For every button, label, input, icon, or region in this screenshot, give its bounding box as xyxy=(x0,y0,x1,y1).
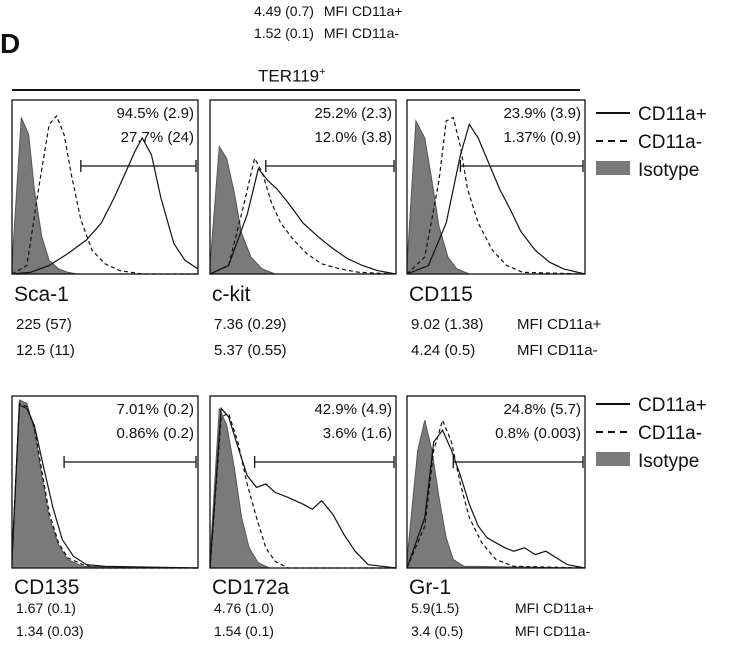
mfi-pos-4: 1.67 (0.1) xyxy=(16,600,76,616)
legend-label-1-bottom: CD11a- xyxy=(638,423,702,444)
series-cd11a-negpos-2 xyxy=(209,167,397,275)
mfi-neg-2: 5.37 (0.55) xyxy=(214,342,287,359)
series-cd11a-negpos-6 xyxy=(406,429,586,569)
mfi-pos-3: 9.02 (1.38) xyxy=(411,316,484,333)
series-cd11a-negpos-4 xyxy=(11,404,199,569)
gate-pct-pos-5: 42.9% (4.9) xyxy=(314,401,392,418)
marker-label-5: CD172a xyxy=(212,576,289,599)
gate-pct-neg-5: 3.6% (1.6) xyxy=(323,425,392,442)
series-cd11a-negpos-3 xyxy=(406,122,586,275)
legend-label-2-top: Isotype xyxy=(638,160,699,181)
gate-pct-pos-4: 7.01% (0.2) xyxy=(116,401,194,418)
top-mfi-1-value: 4.49 (0.7) xyxy=(254,3,314,19)
series-cd11a-neg-5 xyxy=(209,412,396,569)
marker-label-2: c-kit xyxy=(212,283,251,306)
gate-pct-pos-2: 25.2% (2.3) xyxy=(314,105,392,122)
top-mfi-2: 1.52 (0.1) MFI CD11a- xyxy=(254,24,399,42)
gate-pct-neg-2: 12.0% (3.8) xyxy=(314,129,392,146)
histogram-panel-4 xyxy=(11,395,199,569)
group-title-sup: + xyxy=(319,66,326,78)
gate-pct-pos-6: 24.8% (5.7) xyxy=(503,401,581,418)
marker-label-3: CD115 xyxy=(409,283,473,306)
panel-label: D xyxy=(0,28,21,59)
marker-label-1: Sca-1 xyxy=(14,283,69,306)
panel-frame-6 xyxy=(406,395,586,569)
legend-bottom: CD11a+ CD11a- Isotype xyxy=(596,395,707,472)
mfi-label-neg-3: MFI CD11a- xyxy=(517,342,598,359)
legend-label-2-bottom: Isotype xyxy=(638,451,699,472)
panel-frame-3 xyxy=(406,99,586,275)
histogram-panel-1 xyxy=(11,99,199,275)
gate-pct-pos-3: 23.9% (3.9) xyxy=(503,105,581,122)
group-title: TER119+ xyxy=(258,66,326,87)
panel-frame-1 xyxy=(11,99,199,275)
top-mfi-1: 4.49 (0.7) MFI CD11a+ xyxy=(254,2,403,20)
mfi-label-pos-6: MFI CD11a+ xyxy=(515,600,594,616)
mfi-pos-2: 7.36 (0.29) xyxy=(214,316,287,333)
mfi-neg-6: 3.4 (0.5) xyxy=(411,623,463,639)
top-mfi-2-label: MFI CD11a- xyxy=(323,25,400,41)
series-cd11a-neg-6 xyxy=(406,418,586,569)
panel-frame-4 xyxy=(11,395,199,569)
gate-pct-neg-6: 0.8% (0.003) xyxy=(495,425,581,442)
mfi-neg-3: 4.24 (0.5) xyxy=(411,342,475,359)
gate-pct-neg-1: 27.7% (24) xyxy=(121,129,194,146)
legend-swatch-isotype-bottom xyxy=(596,452,630,466)
gate-pct-neg-3: 1.37% (0.9) xyxy=(503,129,581,146)
legend-swatch-isotype-top xyxy=(596,161,630,175)
group-title-main: TER119 xyxy=(258,66,320,86)
legend-label-1-top: CD11a- xyxy=(638,132,702,153)
histogram-panel-3 xyxy=(406,99,586,275)
marker-label-4: CD135 xyxy=(14,576,79,599)
gate-pct-pos-1: 94.5% (2.9) xyxy=(116,105,194,122)
panel-frame-2 xyxy=(209,99,397,275)
group-title-underline xyxy=(12,89,580,91)
series-cd11a-neg-4 xyxy=(11,402,198,569)
mfi-pos-1: 225 (57) xyxy=(16,316,72,333)
gate-pct-neg-4: 0.86% (0.2) xyxy=(116,425,194,442)
top-mfi-1-label: MFI CD11a+ xyxy=(323,3,403,19)
mfi-neg-4: 1.34 (0.03) xyxy=(16,623,84,639)
mfi-pos-5: 4.76 (1.0) xyxy=(214,600,274,616)
panel-frame-5 xyxy=(209,395,397,569)
mfi-neg-1: 12.5 (11) xyxy=(16,342,75,359)
series-cd11a-negpos-5 xyxy=(209,406,397,569)
mfi-label-neg-6: MFI CD11a- xyxy=(515,623,591,639)
mfi-neg-5: 1.54 (0.1) xyxy=(214,623,274,639)
series-cd11a-negpos-1 xyxy=(11,136,199,275)
legend-label-0-top: CD11a+ xyxy=(638,104,707,125)
mfi-label-pos-3: MFI CD11a+ xyxy=(517,316,602,333)
legend-top: CD11a+ CD11a- Isotype xyxy=(596,104,707,181)
marker-label-6: Gr-1 xyxy=(409,576,451,599)
histogram-panel-6 xyxy=(406,395,586,569)
mfi-pos-6: 5.9(1.5) xyxy=(411,600,459,616)
legend-label-0-bottom: CD11a+ xyxy=(638,395,707,416)
top-mfi-2-value: 1.52 (0.1) xyxy=(254,25,314,41)
histogram-panel-2 xyxy=(209,99,397,275)
histogram-panel-5 xyxy=(209,395,397,569)
series-cd11a-neg-1 xyxy=(11,114,198,275)
